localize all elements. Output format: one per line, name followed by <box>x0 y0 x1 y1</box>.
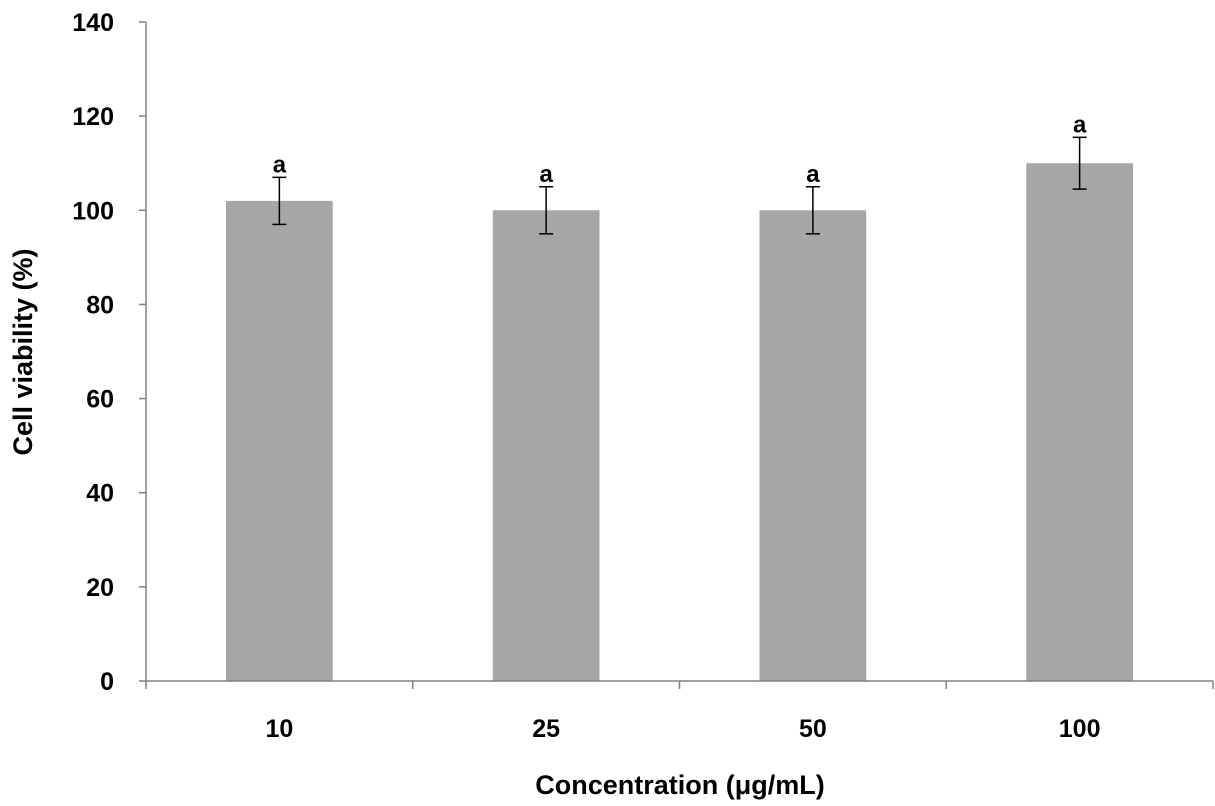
y-tick-label-20: 20 <box>86 574 114 602</box>
labels-layer: a 10 a 25 a 50 a 100 0 20 40 60 80 100 120 140 <box>72 9 1100 743</box>
y-tick-label-140: 140 <box>72 9 114 37</box>
bar-25 <box>492 210 600 682</box>
bar-100 <box>1026 163 1133 681</box>
x-tick-label-10: 10 <box>265 715 293 743</box>
error-bar-10 <box>272 176 287 226</box>
y-axis-title: Cell viability (%) <box>8 248 38 455</box>
bar-10 <box>226 200 333 681</box>
significance-label-25: a <box>539 161 553 188</box>
y-tick-label-120: 120 <box>72 103 114 131</box>
axes-layer <box>139 21 1214 689</box>
error-bars-layer <box>272 136 1087 235</box>
y-tick-label-60: 60 <box>86 386 114 414</box>
error-bar-50 <box>805 186 820 235</box>
error-bar-100 <box>1072 136 1087 190</box>
significance-label-50: a <box>806 161 820 188</box>
significance-label-100: a <box>1073 111 1087 138</box>
bar-50 <box>759 210 867 682</box>
y-tick-label-100: 100 <box>72 197 114 225</box>
bars-layer <box>226 163 1133 682</box>
x-axis-title: Concentration (μg/mL) <box>535 770 825 800</box>
x-tick-label-25: 25 <box>532 715 560 743</box>
y-tick-label-40: 40 <box>86 480 114 508</box>
significance-label-10: a <box>273 151 287 178</box>
x-tick-label-100: 100 <box>1059 715 1101 743</box>
error-bar-25 <box>539 186 554 235</box>
x-tick-label-50: 50 <box>799 715 827 743</box>
y-tick-label-80: 80 <box>86 291 114 319</box>
y-tick-label-0: 0 <box>100 668 114 696</box>
